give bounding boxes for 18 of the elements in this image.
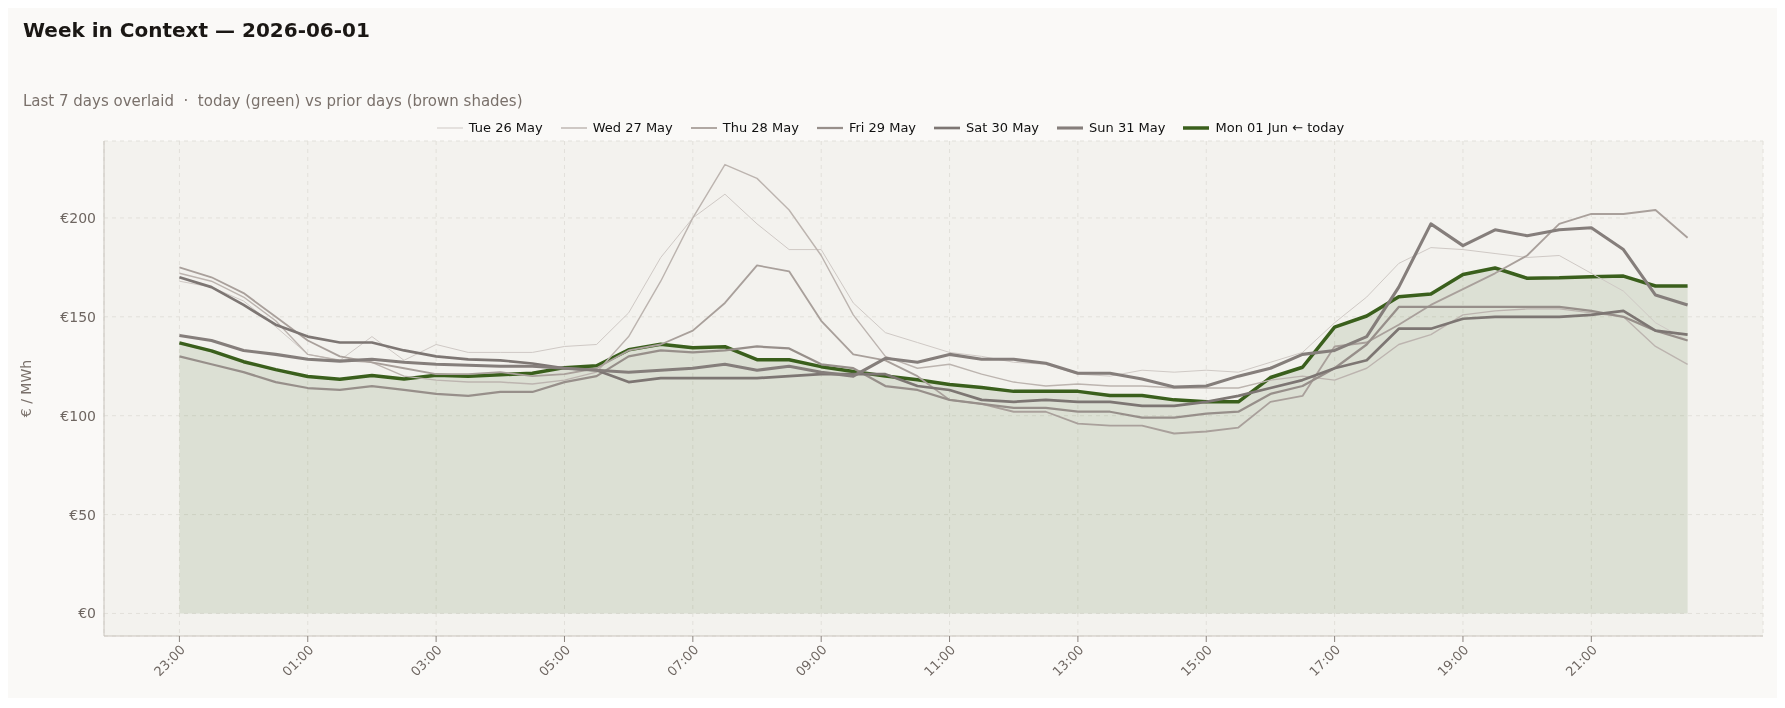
y-tick-label: €100 (60, 407, 96, 424)
legend-label: Tue 26 May (468, 120, 543, 135)
line-series (178, 163, 1689, 389)
y-axis-title: € / MWh (17, 359, 34, 418)
legend-label: Sun 31 May (1089, 120, 1166, 135)
legend-label: Sat 30 May (966, 120, 1040, 135)
legend-label: Mon 01 Jun ← today (1215, 120, 1345, 135)
chart-title: Week in Context — 2026-06-01 (23, 18, 370, 42)
y-tick-label: €0 (78, 605, 96, 622)
legend-label: Wed 27 May (592, 120, 673, 135)
y-tick-label: €150 (60, 308, 96, 325)
legend-label: Fri 29 May (848, 120, 917, 135)
chart-subtitle: Last 7 days overlaid · today (green) vs prior days (brown shades) (23, 92, 523, 110)
line-series (178, 209, 1689, 435)
legend-label: Thu 28 May (722, 120, 799, 135)
y-tick-label: €200 (60, 209, 96, 226)
line-series (178, 305, 1689, 419)
y-tick-label: €50 (69, 506, 96, 523)
